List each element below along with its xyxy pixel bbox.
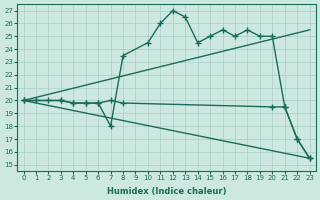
X-axis label: Humidex (Indice chaleur): Humidex (Indice chaleur)	[107, 187, 226, 196]
